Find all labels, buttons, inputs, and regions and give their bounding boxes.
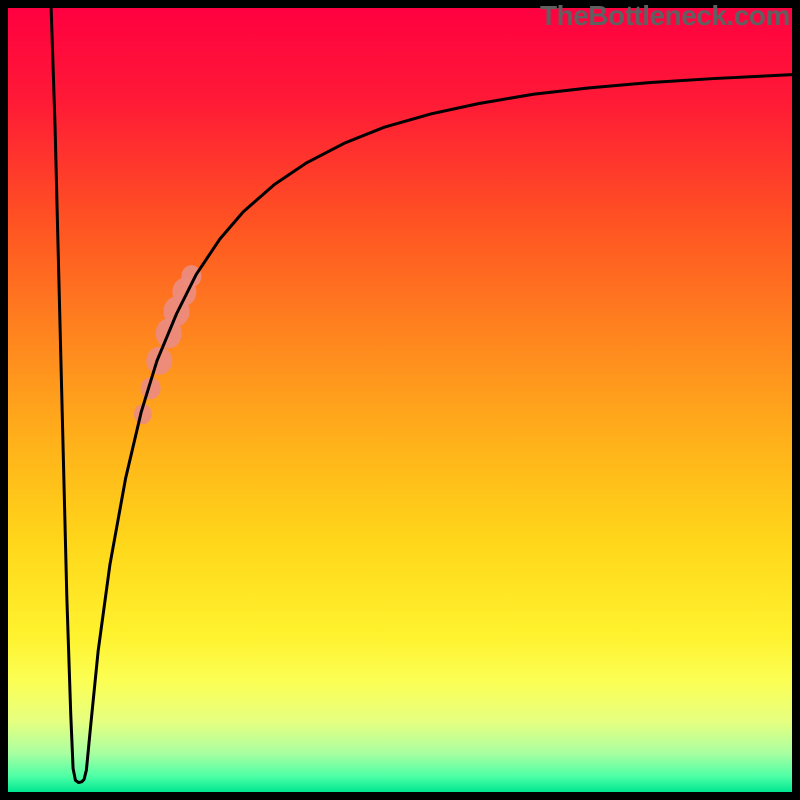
data-marker [146,347,172,375]
gradient-background [8,8,792,792]
watermark-text: TheBottleneck.com [540,0,790,32]
bottleneck-chart-svg [0,0,800,800]
chart-canvas: TheBottleneck.com [0,0,800,800]
